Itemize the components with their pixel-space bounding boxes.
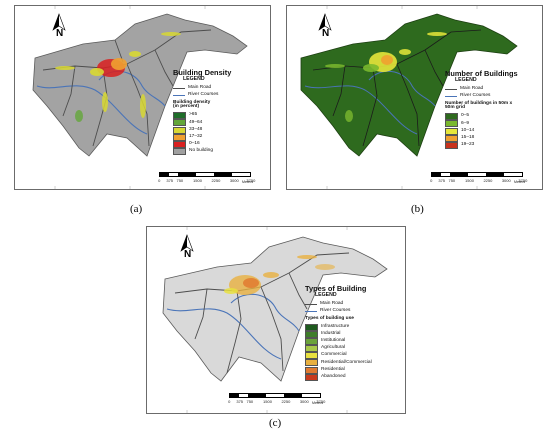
map-panel-types-of-building: N Types of Building LEGEND Main Road Riv… — [146, 226, 406, 414]
map-types-of-building — [162, 227, 388, 413]
caption-c: (c) — [269, 417, 282, 429]
north-arrow — [180, 234, 194, 252]
legend-class: 17–32 — [173, 133, 231, 141]
map-panel-number-of-buildings: N Number of Buildings LEGEND Main Road R… — [286, 5, 543, 190]
legend-class: Residential — [305, 366, 372, 374]
frame-ticks — [326, 6, 478, 189]
river-courses — [304, 70, 436, 135]
legend-class: Residential/Commercial — [305, 359, 372, 367]
district-boundary — [32, 13, 248, 157]
legend-subtitle: LEGEND — [183, 76, 205, 83]
legend-class: Commercial — [305, 352, 372, 360]
legend-types-of-building: Types of Building LEGEND Main Road River… — [305, 285, 372, 381]
legend-classes-heading: Types of building use — [305, 315, 354, 321]
legend-class: 49–64 — [173, 119, 231, 127]
legend-classes-heading: Number of buildings in 50m x 50m grid — [445, 100, 513, 111]
legend-class: 0–16 — [173, 141, 231, 149]
legend-class: 33–48 — [173, 126, 231, 134]
caption-a: (a) — [130, 203, 143, 215]
building-use-clusters — [224, 255, 335, 295]
map-number-of-buildings — [300, 6, 518, 189]
count-clusters — [325, 32, 447, 122]
legend-number-of-buildings: Number of Buildings LEGEND Main Road Riv… — [445, 69, 518, 150]
legend-main-road: Main Road — [173, 85, 231, 92]
legend-classes-heading: Building density (in percent) — [173, 99, 211, 110]
legend-river-courses: River Courses — [445, 93, 518, 100]
map-panel-building-density: N Building Density LEGEND Main Road Rive… — [14, 5, 271, 190]
legend-title: Building Density — [173, 68, 232, 77]
legend-class: 19–23 — [445, 142, 518, 150]
scale-bar: 0 375 750 1500 2250 3000 3750 Meters — [228, 393, 325, 405]
legend-class: 15–18 — [445, 134, 518, 142]
caption-b: (b) — [411, 203, 424, 215]
legend-main-road: Main Road — [305, 301, 372, 308]
district-boundary — [162, 236, 388, 382]
river-courses — [166, 293, 300, 360]
legend-class: No building — [173, 148, 231, 156]
legend-river-courses: River Courses — [173, 92, 231, 99]
frame-ticks — [54, 6, 206, 189]
density-clusters — [55, 32, 181, 122]
scale-bar: 0 375 750 1500 2250 3000 3750 Meters — [158, 172, 255, 184]
legend-river-courses: River Courses — [305, 308, 372, 315]
legend-class: Industrial — [305, 330, 372, 338]
legend-title: Types of Building — [305, 284, 367, 293]
legend-title: Number of Buildings — [445, 69, 518, 78]
legend-class: 10–14 — [445, 127, 518, 135]
north-arrow — [52, 13, 66, 31]
legend-main-road: Main Road — [445, 86, 518, 93]
legend-subtitle: LEGEND — [455, 77, 477, 84]
frame-ticks — [186, 227, 348, 413]
legend-class: 6–9 — [445, 120, 518, 128]
legend-class: Abandoned — [305, 373, 372, 381]
legend-class: 0–5 — [445, 113, 518, 121]
legend-class: Agricultural — [305, 345, 372, 353]
north-arrow — [318, 13, 332, 31]
legend-building-density: Building Density LEGEND Main Road River … — [173, 68, 232, 156]
legend-class: Infrastructure — [305, 323, 372, 331]
scale-bar: 0 375 750 1500 2250 3000 3750 Meters — [430, 172, 527, 184]
legend-class: Institutional — [305, 337, 372, 345]
district-boundary — [300, 13, 518, 157]
legend-class: >65 — [173, 112, 231, 120]
main-roads — [174, 252, 350, 374]
map-building-density — [32, 6, 248, 189]
legend-subtitle: LEGEND — [315, 292, 337, 299]
